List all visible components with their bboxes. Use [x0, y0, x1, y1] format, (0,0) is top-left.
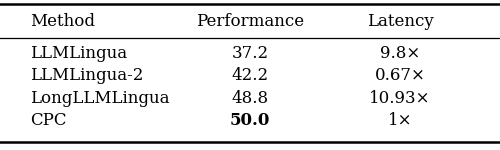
Text: 48.8: 48.8: [232, 90, 268, 107]
Text: CPC: CPC: [30, 112, 66, 129]
Text: 37.2: 37.2: [232, 45, 268, 62]
Text: 9.8×: 9.8×: [380, 45, 420, 62]
Text: Performance: Performance: [196, 13, 304, 30]
Text: 10.93×: 10.93×: [369, 90, 431, 107]
Text: 1×: 1×: [388, 112, 412, 129]
Text: Method: Method: [30, 13, 95, 30]
Text: LLMLingua: LLMLingua: [30, 45, 127, 62]
Text: 50.0: 50.0: [230, 112, 270, 129]
Text: 0.67×: 0.67×: [374, 67, 426, 84]
Text: LongLLMLingua: LongLLMLingua: [30, 90, 170, 107]
Text: LLMLingua-2: LLMLingua-2: [30, 67, 144, 84]
Text: 42.2: 42.2: [232, 67, 268, 84]
Text: Latency: Latency: [366, 13, 434, 30]
